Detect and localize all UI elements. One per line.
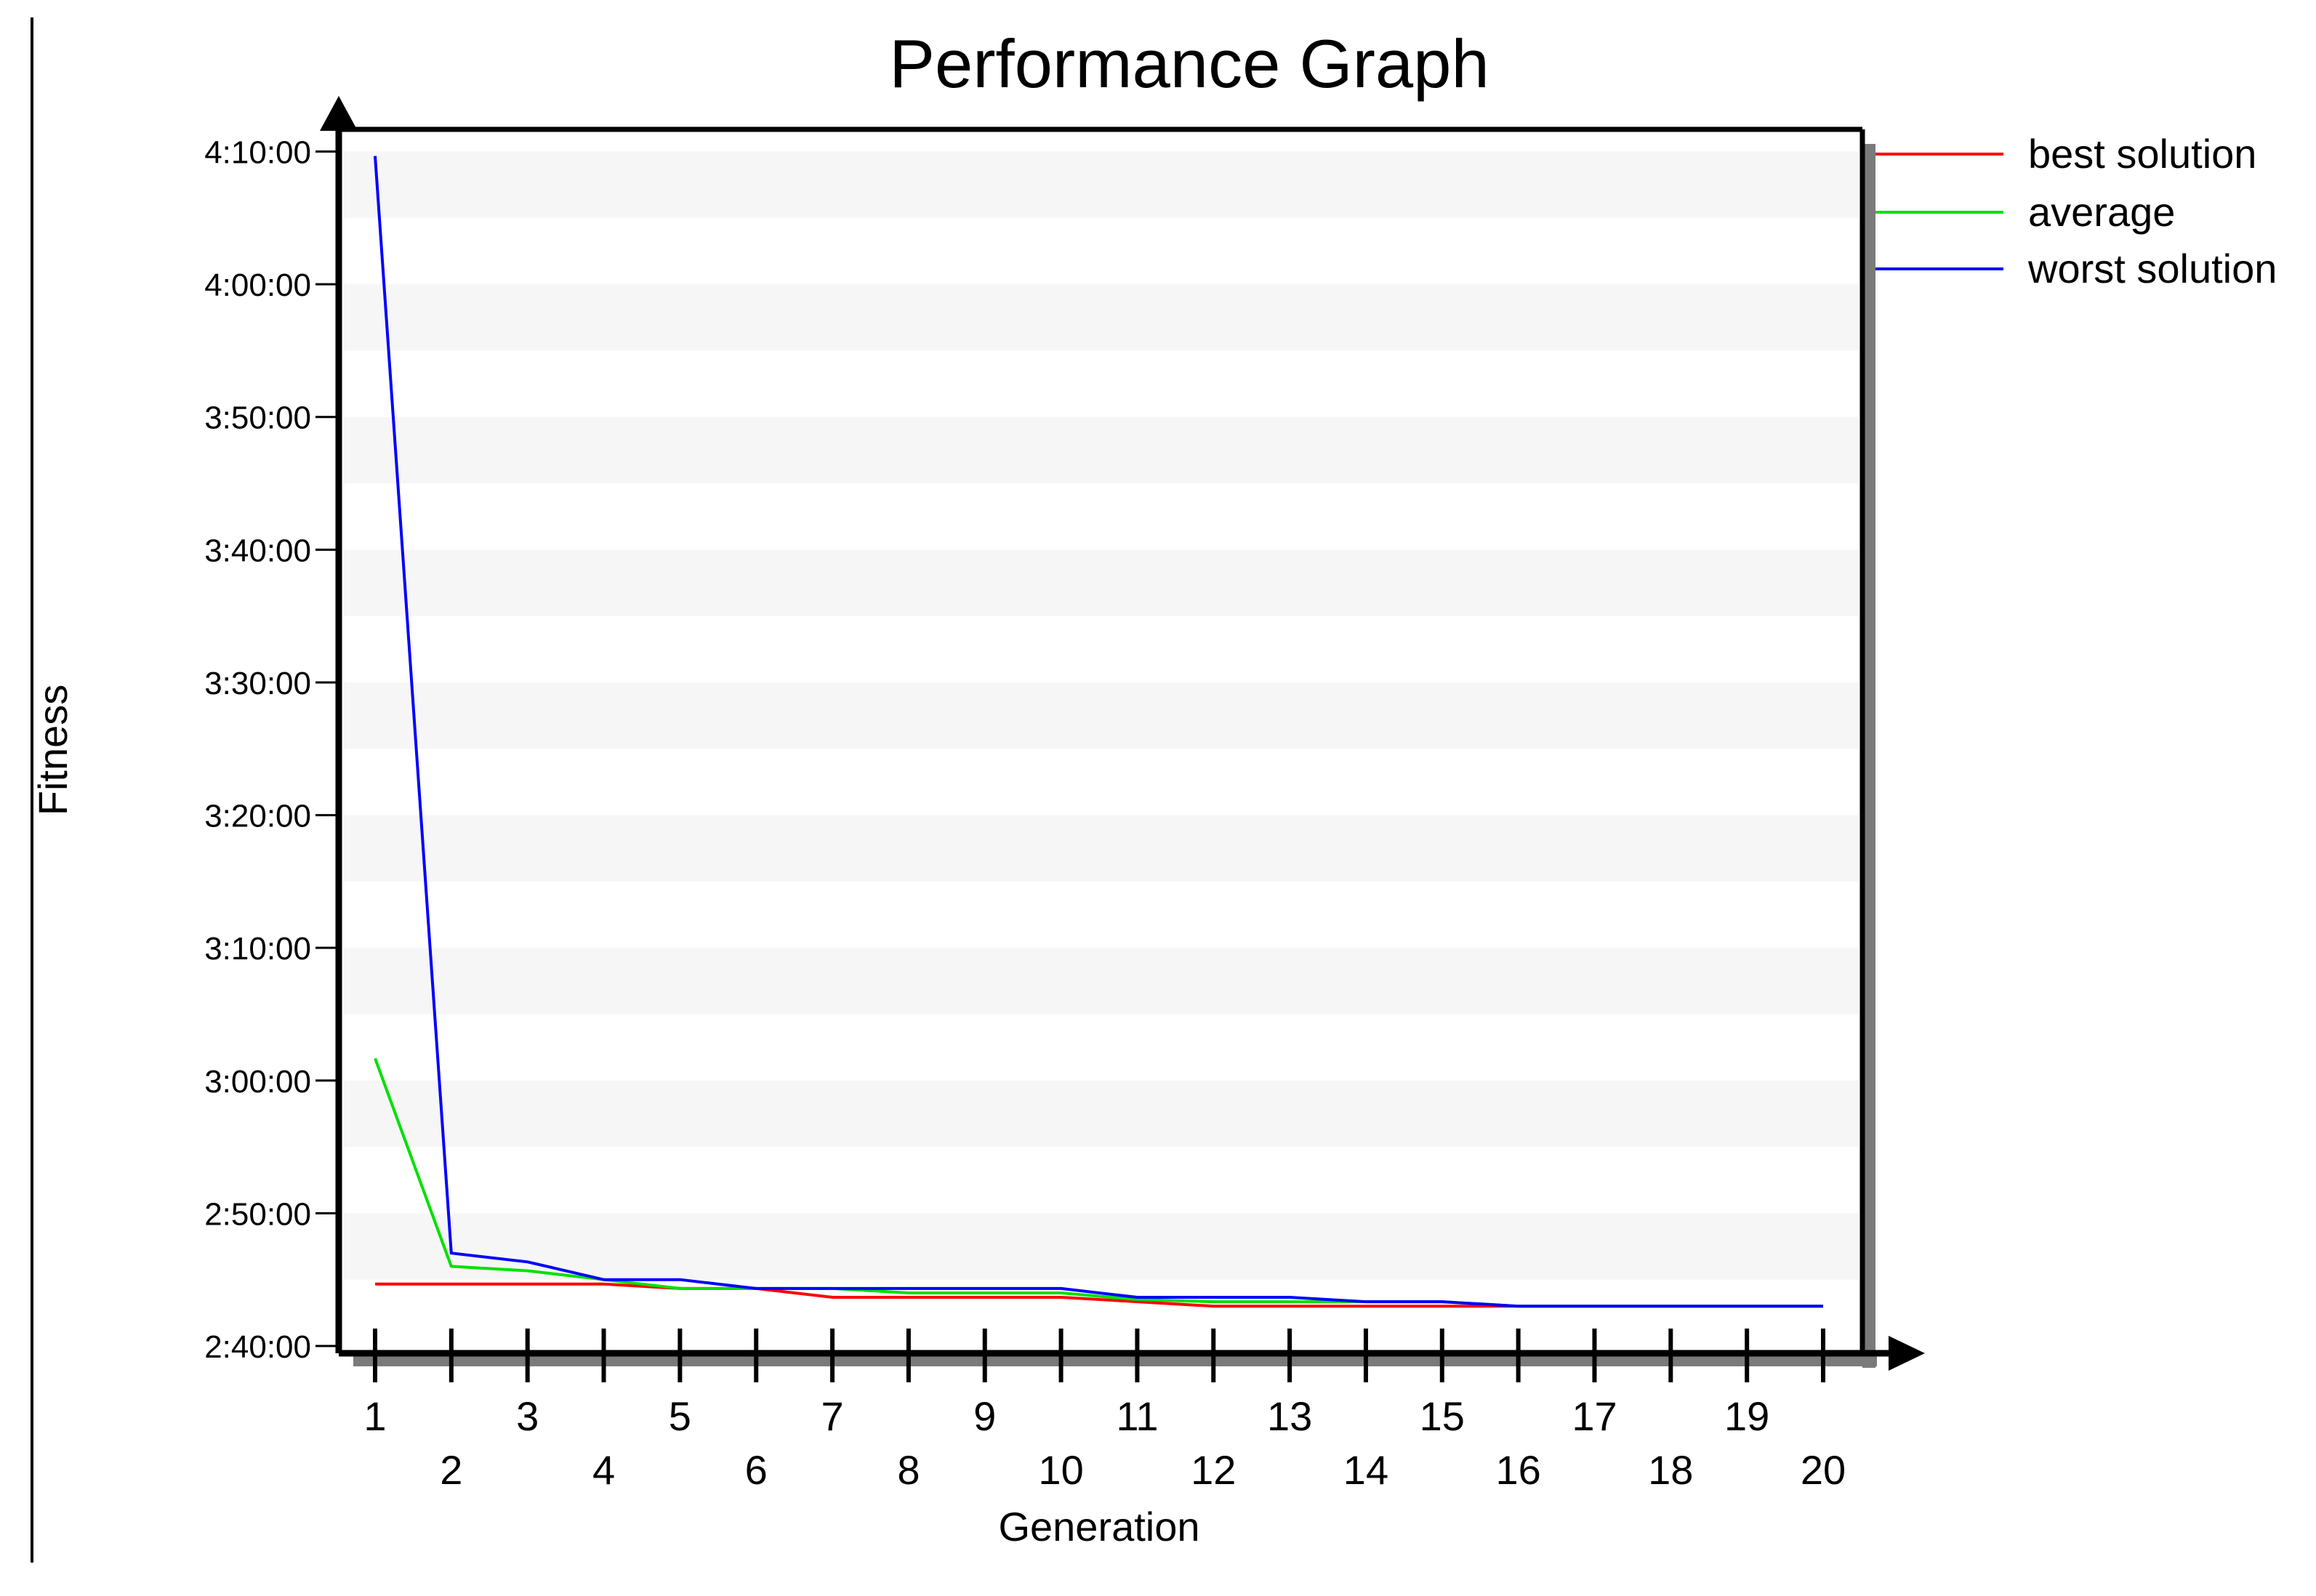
x-axis-label: Generation: [998, 1504, 1199, 1549]
x-tick-label: 20: [1801, 1447, 1846, 1493]
series-line-worst-solution: [374, 156, 1823, 1308]
x-tick-label: 12: [1191, 1447, 1236, 1493]
series-lines: [374, 156, 1823, 1308]
y-axis: 2:40:00 2:50:00 3:00:00 3:10:00 3:20:00 3:30:…: [204, 96, 358, 1365]
y-axis-arrow: [320, 96, 358, 131]
y-tick-label: 4:00:00: [204, 267, 311, 303]
y-tick-label: 3:30:00: [204, 666, 311, 701]
x-tick-label: 8: [897, 1447, 920, 1493]
y-tick-label: 3:20:00: [204, 799, 311, 834]
x-tick-label: 13: [1267, 1393, 1312, 1439]
grid-band: [343, 151, 1858, 218]
grid-band: [343, 948, 1858, 1015]
grid-band: [343, 815, 1858, 882]
legend-label: worst solution: [2027, 246, 2277, 291]
grid-band: [343, 1213, 1858, 1280]
x-tick-label: 15: [1420, 1393, 1465, 1439]
x-tick-label: 6: [745, 1447, 768, 1493]
legend-label: best solution: [2028, 131, 2256, 177]
x-tick-label: 5: [669, 1393, 691, 1439]
chart-title: Performance Graph: [889, 25, 1489, 102]
grid-bands: [343, 151, 1858, 1280]
y-tick-label: 3:10:00: [204, 931, 311, 967]
x-tick-label: 16: [1495, 1447, 1540, 1493]
y-tick-label: 2:50:00: [204, 1196, 311, 1232]
x-tick-label: 18: [1648, 1447, 1693, 1493]
y-tick-label: 3:50:00: [204, 400, 311, 436]
x-tick-label: 14: [1343, 1447, 1388, 1493]
x-tick-label: 11: [1116, 1393, 1158, 1439]
x-tick-label: 1: [363, 1393, 386, 1439]
frame-shadow-right: [1862, 144, 1875, 1368]
grid-band: [343, 416, 1858, 484]
grid-band: [343, 549, 1858, 616]
x-tick-label: 3: [516, 1393, 539, 1439]
legend-label: average: [2028, 189, 2175, 235]
x-axis-arrow: [1889, 1336, 1925, 1371]
y-tick-label: 3:40:00: [204, 533, 311, 568]
y-tick-label: 3:00:00: [204, 1064, 311, 1100]
x-tick-label: 17: [1572, 1393, 1617, 1439]
x-tick-label: 4: [592, 1447, 615, 1493]
grid-band: [343, 682, 1858, 749]
x-tick-label: 9: [973, 1393, 996, 1439]
x-tick-label: 2: [440, 1447, 462, 1493]
x-tick-label: 7: [821, 1393, 843, 1439]
y-tick-label: 2:40:00: [204, 1329, 311, 1365]
x-tick-label: 10: [1038, 1447, 1083, 1493]
legend: best solution average worst solution: [1875, 131, 2277, 291]
y-axis-label: Fitness: [30, 685, 76, 816]
x-tick-label: 19: [1724, 1393, 1769, 1439]
y-tick-label: 4:10:00: [204, 135, 311, 171]
grid-band: [343, 284, 1858, 351]
grid-band: [343, 1080, 1858, 1148]
